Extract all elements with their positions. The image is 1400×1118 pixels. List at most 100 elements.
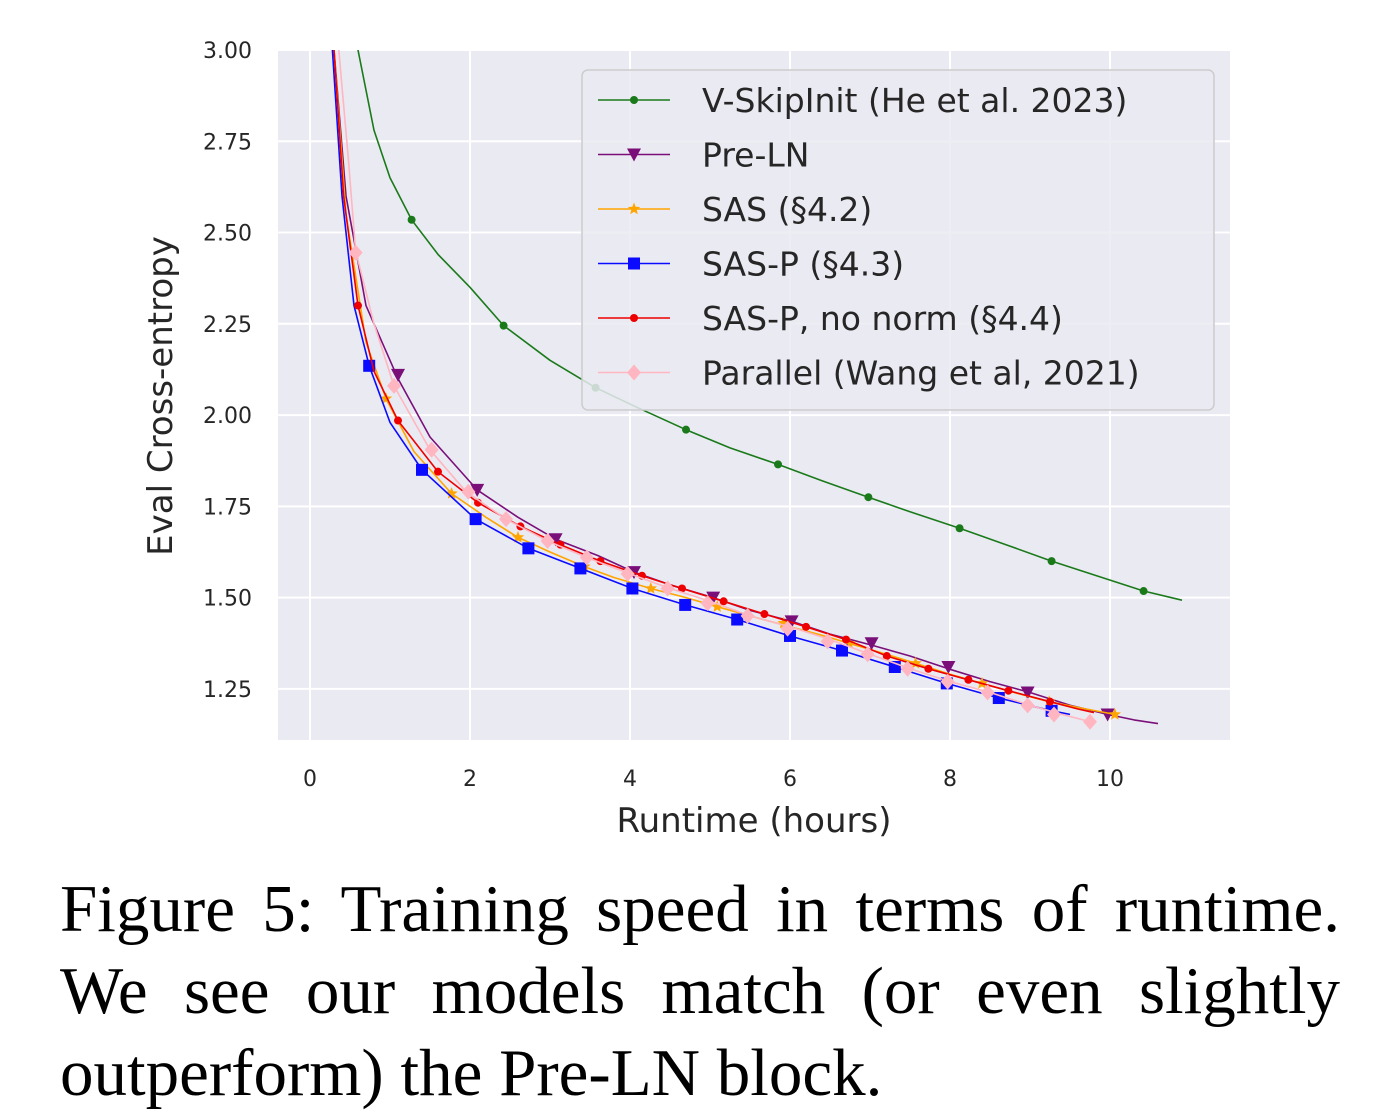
data-point (842, 635, 850, 644)
data-point (900, 660, 915, 677)
data-point (774, 460, 782, 469)
legend-label: SAS (§4.2) (702, 190, 872, 229)
legend-item: Pre-LN (598, 136, 809, 175)
data-point (760, 610, 769, 619)
legend-marker (630, 96, 638, 104)
y-tick-label: 2.25 (203, 313, 252, 338)
y-axis-label: Eval Cross-entropy (141, 236, 181, 556)
series-layer (331, 50, 1183, 730)
axis-ticks: 0 2 4 6 8 10 1.25 1.50 1.75 2.00 2.25 2.50 2.75 3.00 (203, 39, 1124, 792)
data-point (909, 656, 922, 669)
x-axis-label: Runtime (hours) (617, 801, 892, 841)
series-6 (338, 50, 1097, 730)
data-point (1047, 706, 1061, 723)
data-point (434, 467, 442, 476)
x-tick-label: 10 (1096, 767, 1124, 792)
y-tick-label: 3.00 (203, 39, 252, 64)
data-point (700, 595, 715, 612)
x-tick-label: 8 (943, 767, 957, 792)
data-point (719, 597, 728, 606)
data-point (678, 584, 686, 593)
data-point (955, 524, 964, 533)
data-point (682, 425, 690, 434)
data-point (511, 530, 525, 543)
data-point (391, 368, 405, 382)
data-point (679, 598, 692, 611)
data-point (470, 483, 485, 497)
y-tick-label: 1.75 (203, 495, 252, 520)
data-point (387, 377, 401, 394)
legend-box (581, 69, 1215, 411)
data-point (1139, 587, 1148, 596)
data-point (731, 613, 744, 626)
legend-marker (627, 202, 641, 215)
data-point (644, 582, 657, 594)
data-point (964, 675, 973, 684)
data-point (740, 607, 755, 624)
data-point (1046, 697, 1054, 706)
legend-item: SAS-P, no norm (§4.4) (598, 299, 1063, 338)
data-point (445, 487, 458, 499)
data-point (407, 215, 416, 224)
legend-item: Parallel (Wang et al, 2021) (598, 354, 1140, 393)
data-point (860, 646, 875, 663)
figure-caption: Figure 5: Training speed in terms of run… (60, 868, 1340, 1114)
data-point (980, 684, 995, 701)
data-point (354, 301, 362, 310)
legend-item: SAS-P (§4.3) (598, 245, 904, 284)
legend-label: SAS-P (§4.3) (702, 245, 904, 284)
data-point (1108, 707, 1121, 720)
caption-text: Training speed in terms of runtime. We s… (60, 872, 1340, 1110)
data-point (864, 493, 873, 502)
data-point (499, 321, 508, 330)
data-point (1020, 686, 1035, 700)
data-point (711, 600, 724, 612)
data-point (843, 636, 856, 649)
data-point (1047, 557, 1056, 566)
x-tick-label: 6 (783, 767, 797, 792)
x-tick-label: 2 (463, 767, 477, 792)
data-point (660, 580, 675, 597)
caption-label: Figure 5: (60, 872, 315, 946)
y-tick-label: 1.50 (203, 587, 252, 612)
legend-marker (627, 148, 641, 162)
data-point (394, 416, 402, 425)
data-point (780, 620, 795, 637)
data-point (820, 633, 835, 650)
series-line (357, 50, 1183, 601)
legend-label: Pre-LN (702, 136, 809, 175)
legend-marker (627, 364, 641, 381)
legend: V-SkipInit (He et al. 2023) Pre-LN SAS (§4… (581, 69, 1215, 411)
data-point (574, 562, 587, 575)
legend-label: Parallel (Wang et al, 2021) (702, 354, 1140, 393)
data-point (548, 533, 563, 547)
data-point (836, 644, 848, 657)
data-point (620, 565, 635, 582)
data-point (941, 660, 956, 674)
legend-item: SAS (§4.2) (598, 190, 872, 229)
x-tick-label: 0 (303, 767, 317, 792)
legend-label: V-SkipInit (He et al. 2023) (702, 81, 1127, 120)
data-point (579, 549, 594, 566)
y-tick-label: 2.50 (203, 222, 252, 247)
legend-marker (630, 314, 638, 322)
data-point (1020, 697, 1035, 714)
data-point (1004, 686, 1013, 695)
data-point (940, 673, 955, 690)
line-chart: 0 2 4 6 8 101.251.501.752.002.252.502.753.00 … (141, 39, 1230, 841)
x-tick-label: 4 (623, 767, 637, 792)
data-point (379, 392, 393, 404)
data-point (499, 511, 513, 528)
data-point (461, 483, 476, 500)
legend-item: V-SkipInit (He et al. 2023) (598, 81, 1127, 120)
data-point (626, 582, 639, 595)
y-tick-label: 2.75 (203, 130, 252, 155)
data-point (882, 652, 891, 661)
y-tick-label: 1.25 (203, 678, 252, 703)
y-tick-label: 2.00 (203, 404, 252, 429)
legend-marker (628, 257, 640, 270)
figure: 0 2 4 6 8 10 1.25 1.50 1.75 2.00 2.25 2.50 2.75 3.00 … (141, 39, 1230, 841)
data-point (469, 513, 482, 526)
data-point (1083, 713, 1097, 730)
data-point (802, 622, 810, 631)
